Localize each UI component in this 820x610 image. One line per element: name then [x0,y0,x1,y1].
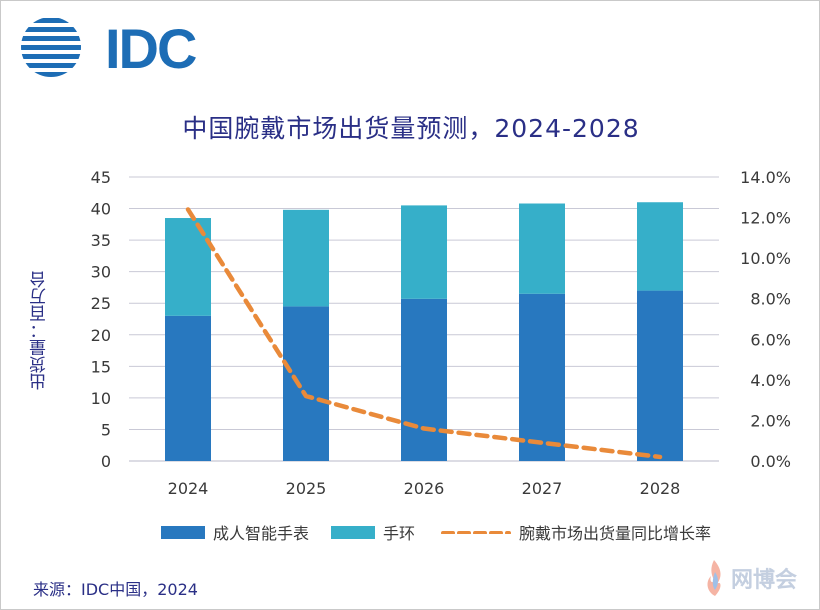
bar-band-2026 [401,205,447,299]
flame-logo-icon [707,560,721,596]
watermark: 网博会 [701,557,797,599]
globe-icon [21,18,81,77]
legend-swatch-band [331,525,375,539]
y-tick-label: 5 [101,420,111,439]
y2-tick-label: 0.0% [750,452,791,471]
x-tick-label: 2028 [640,479,681,498]
bar-watch-2028 [637,290,683,461]
x-tick-label: 2026 [404,479,445,498]
bar-band-2025 [283,209,329,307]
bar-band-2027 [519,203,565,294]
legend-label-band: 手环 [383,524,416,543]
legend-dash-growth [441,531,511,534]
bars [165,202,683,461]
chart-title: 中国腕戴市场出货量预测，2024-2028 [182,114,640,143]
y2-tick-label: 8.0% [750,290,791,309]
y2-tick-label: 10.0% [740,249,791,268]
bar-watch-2024 [165,315,211,461]
y2-axis-ticks: 0.0% 2.0% 4.0% 6.0% 8.0% 10.0% 12.0% 14.0% [740,168,791,471]
x-axis-ticks: 2024 2025 2026 2027 2028 [168,479,681,498]
idc-logo: IDC [19,15,197,79]
legend-label-watch: 成人智能手表 [213,524,310,543]
y2-tick-label: 6.0% [750,330,791,349]
y2-tick-label: 14.0% [740,168,791,187]
y-tick-label: 30 [91,263,111,282]
y-tick-label: 20 [91,326,111,345]
bar-watch-2027 [519,293,565,461]
bar-band-2028 [637,202,683,291]
legend-item-watch: 成人智能手表 [161,517,309,547]
bar-watch-2025 [283,306,329,461]
logo-text: IDC [105,17,197,80]
y2-tick-label: 12.0% [740,209,791,228]
bar-watch-2026 [401,298,447,461]
y2-tick-label: 2.0% [750,411,791,430]
x-tick-label: 2027 [522,479,563,498]
legend-label-growth: 腕戴市场出货量同比增长率 [519,524,712,543]
watermark-text: 网博会 [730,568,797,593]
y-tick-label: 25 [91,294,111,313]
y-tick-label: 35 [91,231,111,250]
y-tick-label: 0 [101,452,111,471]
y-axis-ticks: 0 5 10 15 20 25 30 35 40 45 [91,168,111,471]
y-tick-label: 40 [91,200,111,219]
y-tick-label: 45 [91,168,111,187]
legend-swatch-watch [161,525,205,539]
growth-line [185,207,663,460]
legend-item-band: 手环 [331,517,415,547]
x-tick-label: 2024 [168,479,209,498]
y-tick-label: 15 [91,357,111,376]
y-tick-label: 10 [91,389,111,408]
y2-tick-label: 4.0% [750,371,791,390]
legend-item-growth: 腕戴市场出货量同比增长率 [441,517,711,547]
x-tick-label: 2025 [286,479,327,498]
source-note: 来源：IDC中国，2024 [33,580,198,599]
legend: 成人智能手表 手环 腕戴市场出货量同比增长率 [1,517,820,547]
